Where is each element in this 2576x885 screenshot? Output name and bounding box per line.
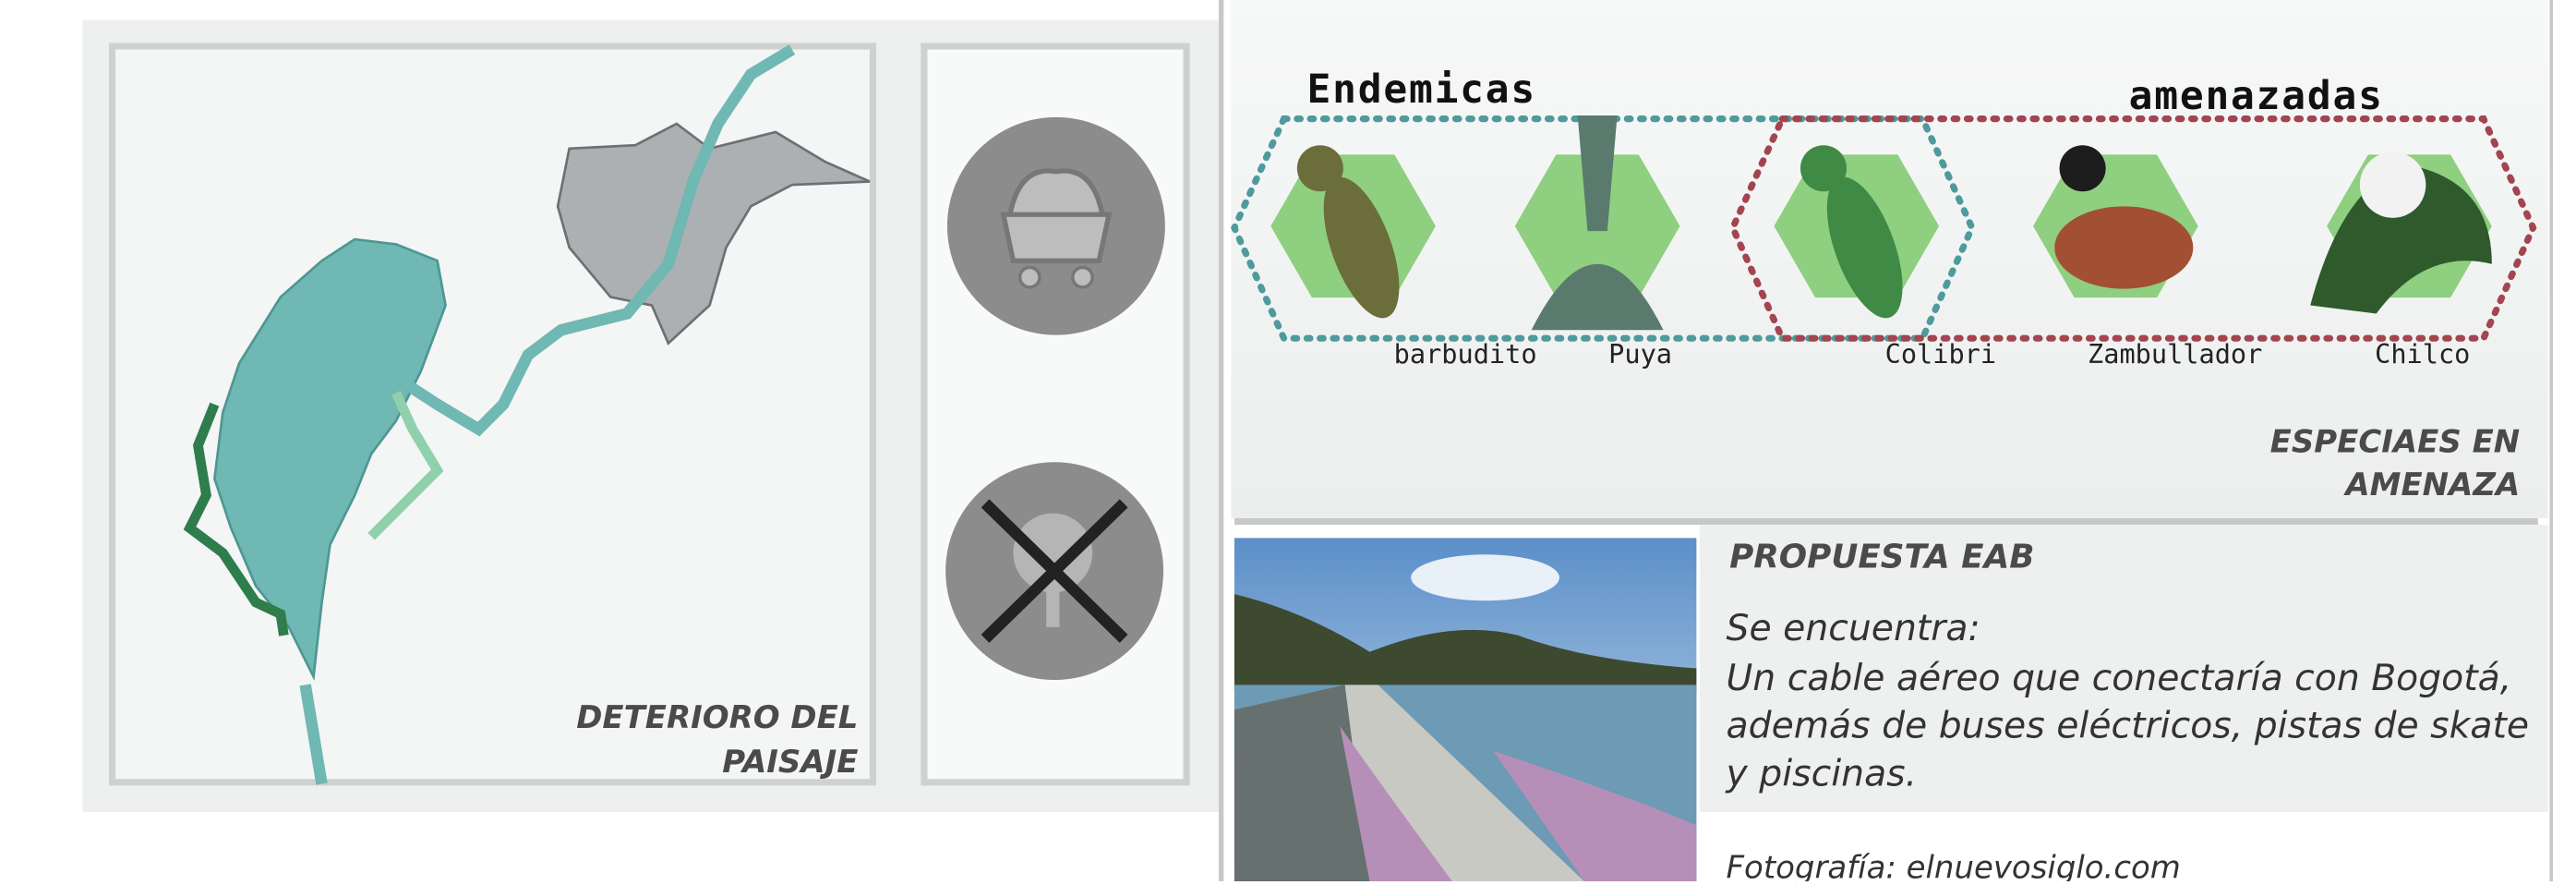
endemic-title: Endemicas xyxy=(1307,67,1536,113)
species-head xyxy=(2060,145,2106,191)
species-name: Colibri xyxy=(1885,338,1996,370)
map-label: DETERIORO DEL xyxy=(576,699,858,736)
wheel xyxy=(1073,267,1092,286)
species-flower xyxy=(2360,152,2426,217)
threat-label: AMENAZA xyxy=(2342,467,2520,503)
map-label: PAISAJE xyxy=(722,744,858,781)
photo-credit: Fotografía: elnuevosiglo.com xyxy=(1727,849,2181,881)
wheel xyxy=(1020,267,1040,286)
threatened-title: amenazadas xyxy=(2129,73,2384,119)
proposal-body: y piscinas. xyxy=(1726,753,1918,794)
species-name: Chilco xyxy=(2375,338,2470,370)
cloud xyxy=(1411,554,1559,600)
proposal-body: además de buses eléctricos, pistas de sk… xyxy=(1727,706,2530,747)
species-name: Puya xyxy=(1608,338,1672,370)
species-name: Zambullador xyxy=(2088,338,2262,370)
species-figure xyxy=(2054,206,2193,288)
cart xyxy=(1004,171,1109,261)
proposal-title: PROPUESTA EAB xyxy=(1729,539,2034,576)
species-name: barbudito xyxy=(1394,338,1537,370)
threat-label: ESPECIAES EN xyxy=(2270,424,2521,461)
species-head xyxy=(1297,145,1343,191)
page: DETERIORO DEL PAISAJE barbudito Puya Colib… xyxy=(0,0,2576,881)
poster: DETERIORO DEL PAISAJE barbudito Puya Colib… xyxy=(0,0,2576,881)
proposal-body: Un cable aéreo que conectaría con Bogotá… xyxy=(1727,658,2512,699)
species-head xyxy=(1800,145,1847,191)
proposal-lead: Se encuentra: xyxy=(1727,608,1980,649)
